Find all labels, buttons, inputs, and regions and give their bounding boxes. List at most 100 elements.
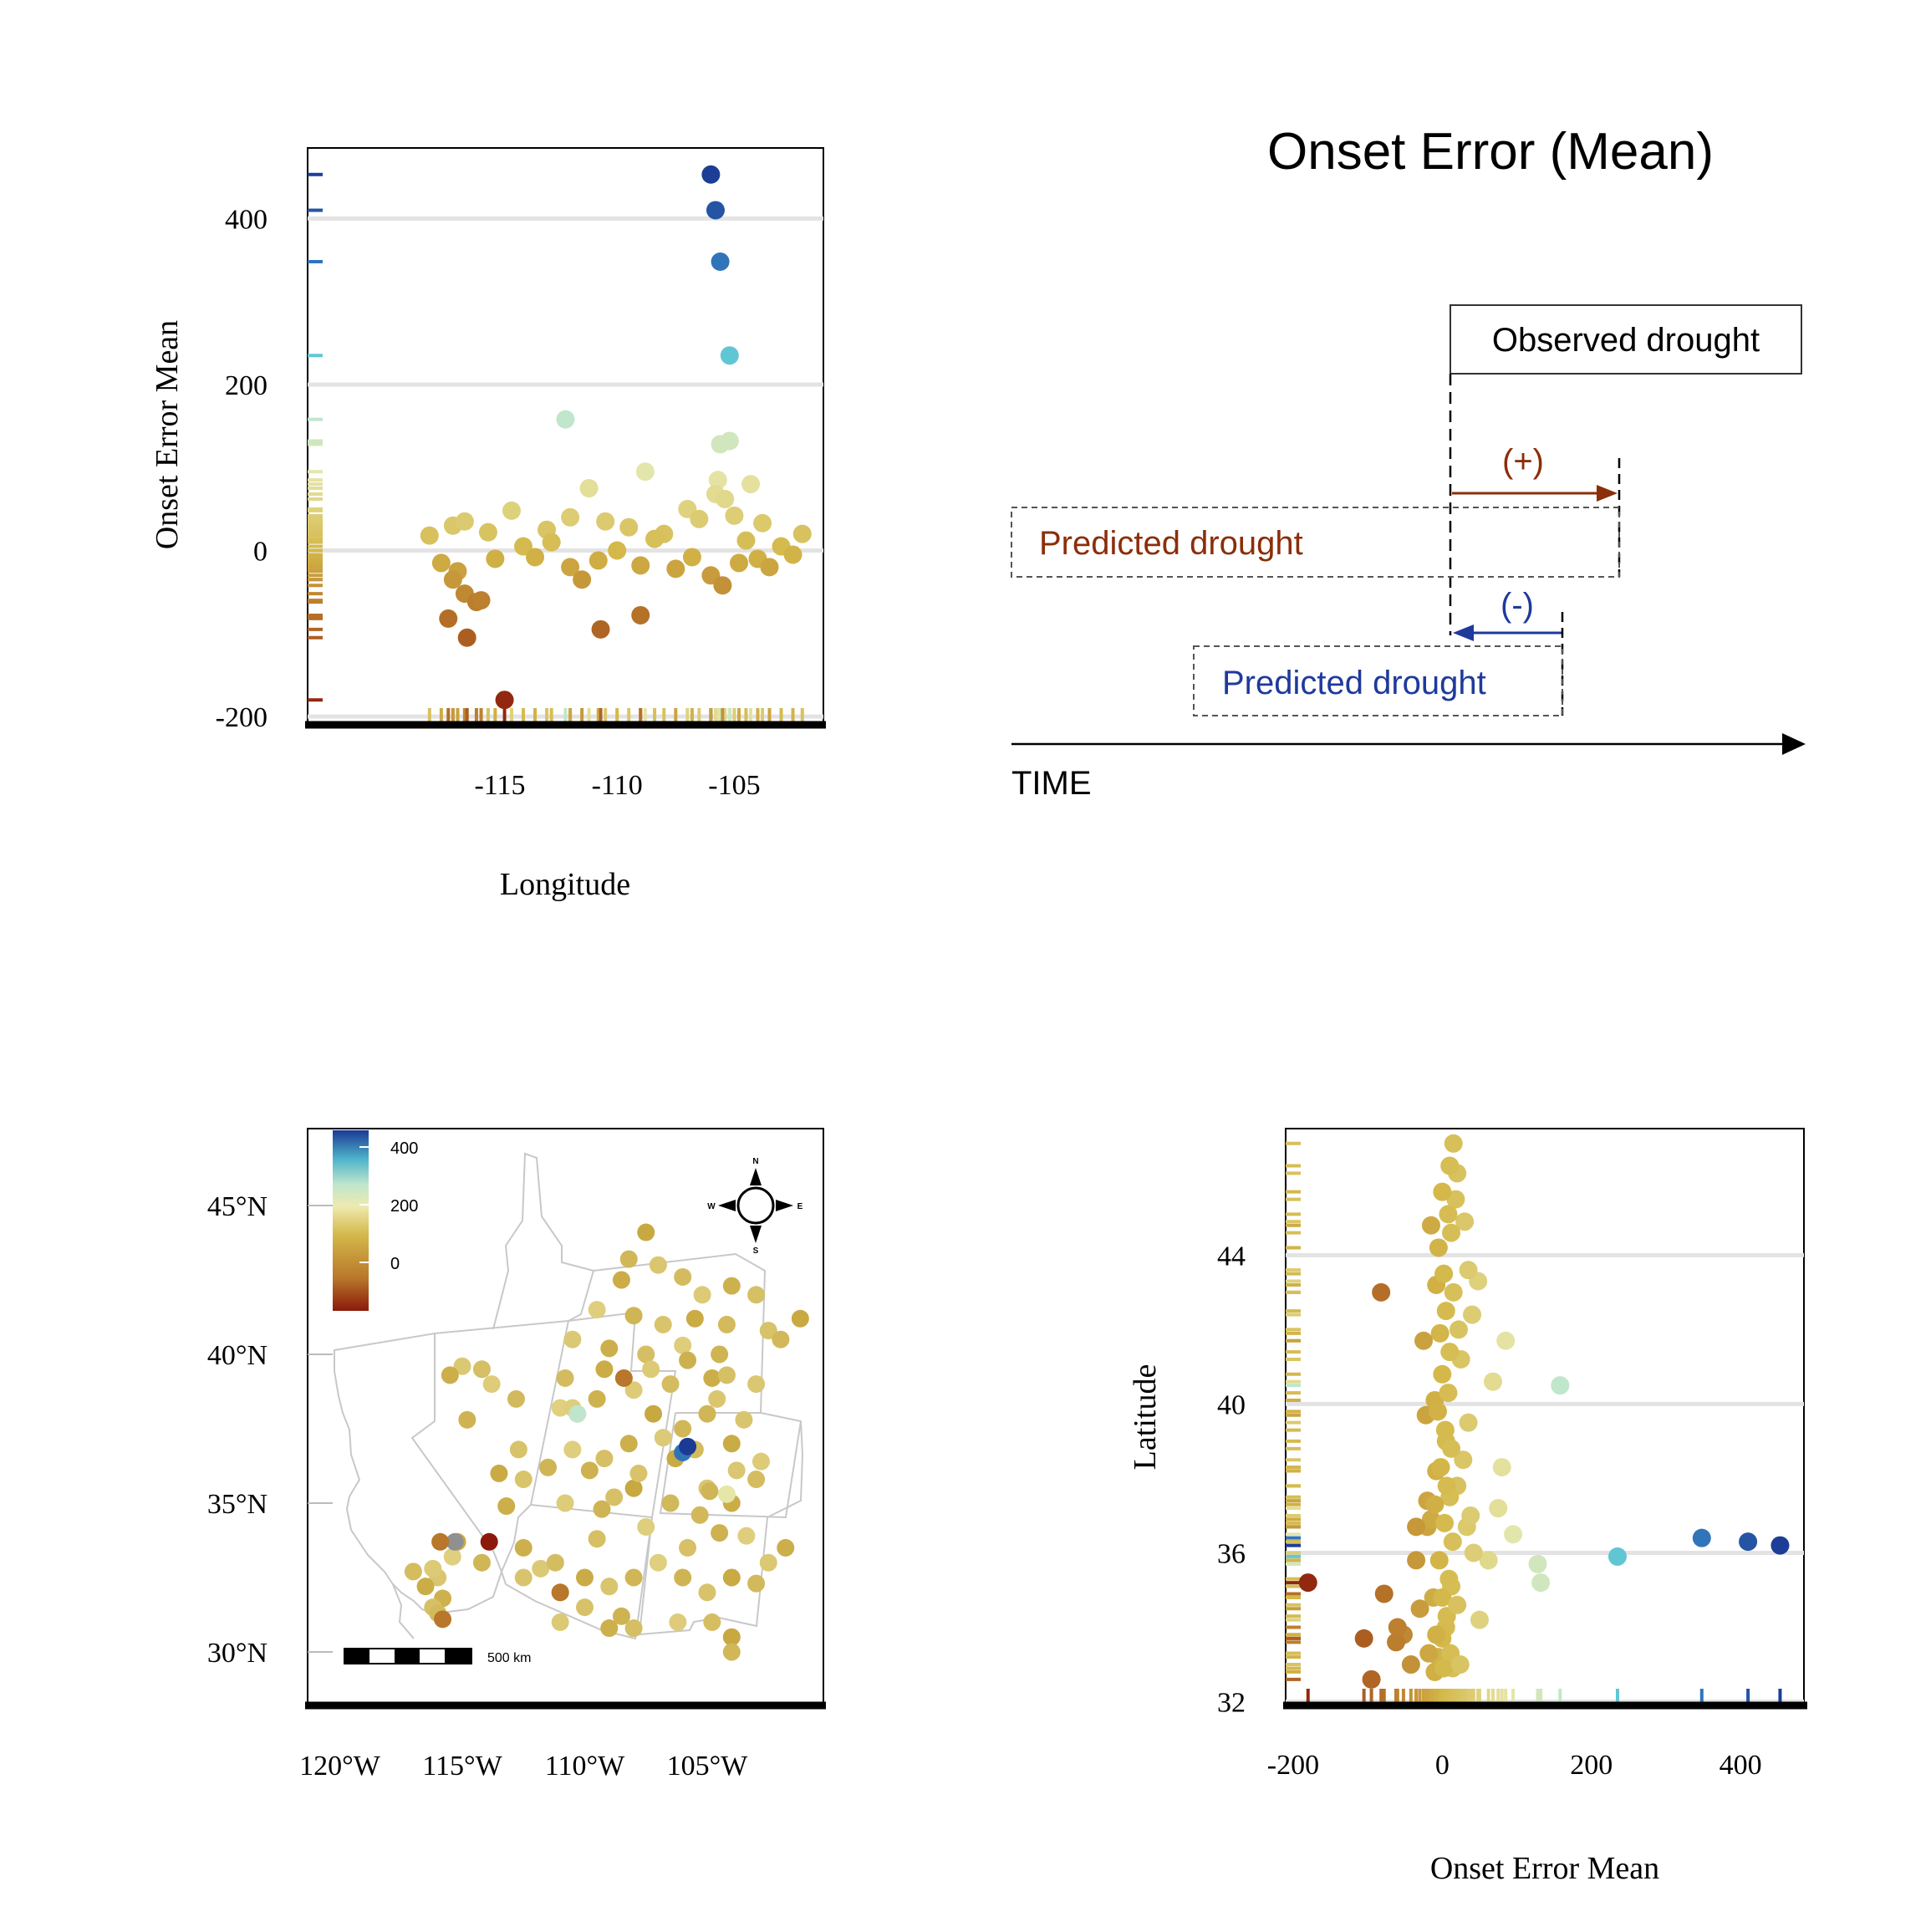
data-point (1401, 1655, 1420, 1675)
map-point (619, 1250, 638, 1268)
data-point (1435, 1420, 1455, 1440)
data-point (1433, 1364, 1452, 1384)
map-y-tick-label: 40°N (207, 1340, 267, 1371)
data-point (783, 545, 802, 564)
data-point (443, 570, 462, 589)
data-point (431, 553, 451, 573)
panel4-y-tick-label: 40 (1217, 1389, 1246, 1420)
panel1-y-tick-label: 400 (225, 204, 267, 235)
map-point (637, 1345, 655, 1364)
map-point (514, 1538, 532, 1557)
data-point (1450, 1655, 1470, 1675)
data-point (645, 529, 665, 548)
map-point (576, 1568, 594, 1587)
map-point (711, 1524, 729, 1542)
map-point (759, 1322, 777, 1340)
data-point (486, 549, 505, 568)
map-points (404, 1223, 809, 1661)
data-point (635, 462, 655, 482)
map-point (679, 1538, 697, 1557)
map-point (654, 1429, 672, 1447)
map-point (752, 1452, 770, 1471)
predicted-drought-late-box (1011, 507, 1620, 578)
data-point (1431, 1458, 1450, 1477)
map-point-notable (551, 1583, 569, 1602)
map-point (551, 1399, 569, 1417)
data-point (1454, 1450, 1473, 1470)
predicted-drought-early-label: Predicted drought (1222, 665, 1486, 701)
map-point (556, 1494, 574, 1512)
data-point (1551, 1376, 1570, 1395)
data-point (1484, 1372, 1502, 1391)
map-x-tick-label: 120°W (299, 1751, 381, 1782)
data-point (1414, 1331, 1434, 1350)
data-point (706, 201, 725, 220)
map-legend: 400 200 0 (333, 1130, 418, 1311)
map-point (490, 1464, 508, 1482)
map-point (563, 1440, 582, 1459)
map-point (482, 1375, 501, 1394)
data-point (478, 523, 497, 542)
data-point (1439, 1205, 1458, 1224)
panel4-y-tick-labels: 32 36 40 44 (1217, 1241, 1246, 1718)
map-point-notable (446, 1532, 464, 1551)
map-point (693, 1286, 711, 1304)
compass-rose: N S E W (707, 1157, 802, 1256)
panel1-y-axis-label: Onset Error Mean (150, 320, 185, 549)
data-point (1434, 1659, 1454, 1678)
figure-title: Onset Error (Mean) (1267, 123, 1714, 181)
map-point (708, 1389, 726, 1408)
map-point (424, 1559, 442, 1578)
panel1-x-axis-label: Longitude (500, 867, 630, 902)
panel1-points (420, 165, 812, 710)
data-point (1407, 1517, 1426, 1537)
panel4-x-tick-label: 200 (1570, 1750, 1613, 1781)
map-point (472, 1360, 491, 1379)
data-point (455, 512, 474, 531)
compass-e: E (797, 1202, 803, 1211)
panel1-x-tick-labels: -115 -110 -105 (474, 770, 760, 801)
map-point (624, 1479, 643, 1497)
map-point (600, 1619, 619, 1638)
map-point (556, 1369, 574, 1387)
panel1-x-tick-label: -105 (708, 770, 760, 801)
panel4-x-axis-label: Onset Error Mean (1430, 1851, 1659, 1886)
data-point (711, 252, 730, 272)
time-label: TIME (1011, 765, 1092, 802)
panel4-y-tick-label: 32 (1217, 1688, 1246, 1719)
data-point (1433, 1588, 1452, 1607)
negative-label: (-) (1500, 587, 1534, 624)
panel-lon-vs-error: -200 0 200 400 -115 -110 -105 Longitude Onset… (150, 147, 826, 902)
panel1-rug-left (308, 172, 323, 702)
data-point (682, 548, 701, 567)
data-point (471, 591, 491, 610)
map-point (711, 1345, 729, 1364)
predicted-drought-late-label: Predicted drought (1039, 525, 1303, 562)
data-point (1443, 1532, 1462, 1552)
map-point (551, 1613, 569, 1631)
data-point (1387, 1633, 1406, 1652)
data-point (619, 517, 639, 537)
map-point-notable (431, 1532, 450, 1551)
map-point (453, 1357, 471, 1375)
observed-drought-label: Observed drought (1492, 322, 1760, 359)
map-point (649, 1256, 667, 1274)
compass-s: S (753, 1246, 759, 1256)
map-point-notable (717, 1485, 736, 1503)
data-point (1429, 1238, 1448, 1257)
data-point (690, 509, 709, 528)
data-point (514, 537, 533, 556)
data-point (1434, 1264, 1454, 1283)
map-x-tick-label: 115°W (422, 1751, 502, 1782)
data-point (741, 475, 761, 494)
data-point (561, 507, 580, 527)
panel4-x-tick-label: 0 (1435, 1750, 1450, 1781)
data-point (1427, 1625, 1446, 1644)
negative-arrow-head (1453, 624, 1474, 641)
map-point (727, 1461, 746, 1480)
data-point (1607, 1547, 1627, 1566)
map-point (701, 1482, 719, 1501)
data-point (1428, 1402, 1447, 1421)
map-point (588, 1530, 606, 1548)
compass-n: N (752, 1157, 758, 1166)
